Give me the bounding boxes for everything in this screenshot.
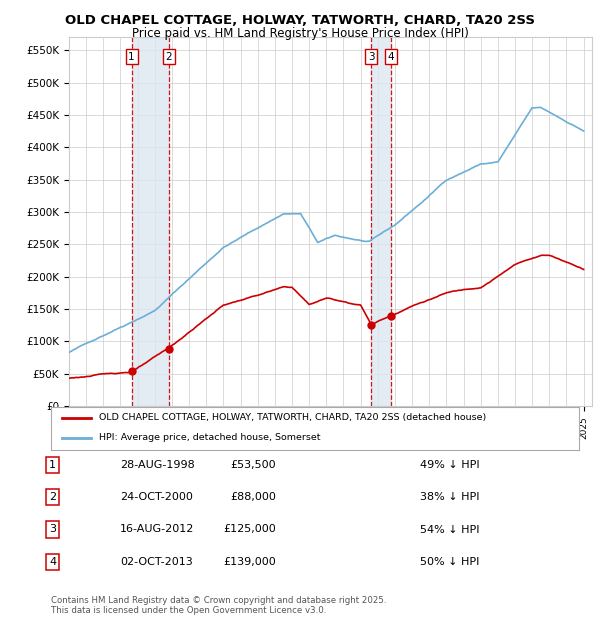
Text: 49% ↓ HPI: 49% ↓ HPI bbox=[420, 460, 479, 470]
Text: OLD CHAPEL COTTAGE, HOLWAY, TATWORTH, CHARD, TA20 2SS: OLD CHAPEL COTTAGE, HOLWAY, TATWORTH, CH… bbox=[65, 14, 535, 27]
Text: £53,500: £53,500 bbox=[230, 460, 276, 470]
Text: 3: 3 bbox=[368, 51, 374, 61]
Text: 2: 2 bbox=[49, 492, 56, 502]
Text: 02-OCT-2013: 02-OCT-2013 bbox=[120, 557, 193, 567]
Text: 54% ↓ HPI: 54% ↓ HPI bbox=[420, 525, 479, 534]
Text: 16-AUG-2012: 16-AUG-2012 bbox=[120, 525, 194, 534]
Text: 50% ↓ HPI: 50% ↓ HPI bbox=[420, 557, 479, 567]
Text: £125,000: £125,000 bbox=[223, 525, 276, 534]
Text: 38% ↓ HPI: 38% ↓ HPI bbox=[420, 492, 479, 502]
Text: Contains HM Land Registry data © Crown copyright and database right 2025.
This d: Contains HM Land Registry data © Crown c… bbox=[51, 596, 386, 615]
Text: HPI: Average price, detached house, Somerset: HPI: Average price, detached house, Some… bbox=[98, 433, 320, 442]
Bar bbox=[131, 37, 169, 406]
Text: £139,000: £139,000 bbox=[223, 557, 276, 567]
Text: 2: 2 bbox=[166, 51, 172, 61]
Bar bbox=[371, 37, 391, 406]
Text: Price paid vs. HM Land Registry's House Price Index (HPI): Price paid vs. HM Land Registry's House … bbox=[131, 27, 469, 40]
Text: 3: 3 bbox=[49, 525, 56, 534]
Text: OLD CHAPEL COTTAGE, HOLWAY, TATWORTH, CHARD, TA20 2SS (detached house): OLD CHAPEL COTTAGE, HOLWAY, TATWORTH, CH… bbox=[98, 414, 486, 422]
Text: 1: 1 bbox=[49, 460, 56, 470]
Text: 24-OCT-2000: 24-OCT-2000 bbox=[120, 492, 193, 502]
Text: 4: 4 bbox=[49, 557, 56, 567]
Text: 1: 1 bbox=[128, 51, 135, 61]
Text: 28-AUG-1998: 28-AUG-1998 bbox=[120, 460, 195, 470]
Text: £88,000: £88,000 bbox=[230, 492, 276, 502]
Text: 4: 4 bbox=[388, 51, 394, 61]
